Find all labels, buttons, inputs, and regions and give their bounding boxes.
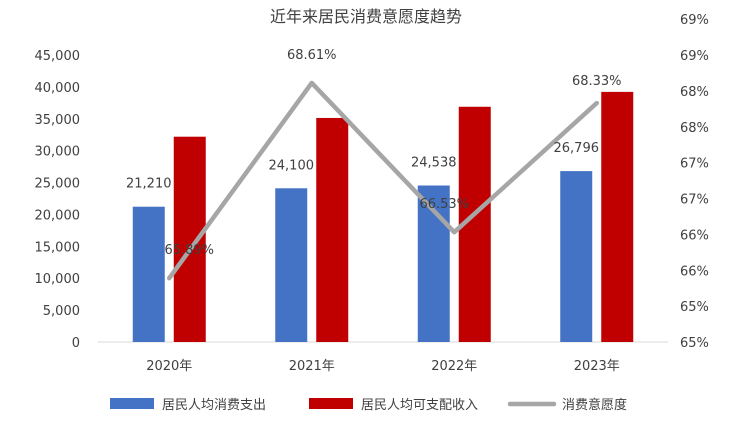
consumption-willingness-line: [167, 80, 599, 281]
left-tick-label: 35,000: [35, 113, 81, 128]
left-tick-label: 40,000: [35, 81, 81, 96]
right-tick-label: 65%: [680, 336, 709, 351]
category-label: 2023年: [574, 359, 620, 374]
left-tick-label: 45,000: [35, 49, 81, 64]
right-tick-label: 66%: [680, 228, 709, 243]
category-label: 2022年: [431, 359, 477, 374]
legend-label: 消费意愿度: [562, 397, 627, 413]
left-tick-label: 5,000: [43, 304, 80, 319]
legend-label: 居民人均可支配收入: [361, 398, 478, 413]
right-tick-label: 69%: [680, 13, 709, 28]
line-data-label: 65.89%: [164, 243, 214, 258]
left-tick-label: 25,000: [35, 177, 81, 192]
legend-swatch: [110, 398, 154, 409]
bar-data-label: 21,210: [126, 177, 172, 192]
bar-expenditure: [275, 188, 308, 342]
bar-data-label: 26,796: [554, 141, 600, 156]
right-tick-label: 69%: [680, 49, 709, 64]
bar-data-label: 24,538: [411, 156, 457, 171]
bars: [132, 91, 634, 342]
bar-income: [316, 117, 349, 342]
legend-swatch: [309, 398, 353, 409]
left-tick-label: 20,000: [35, 208, 81, 223]
right-tick-label: 68%: [680, 85, 709, 100]
data-labels: 21,210 24,100 24,538 26,796 65.89% 68.61% 66.5…: [126, 48, 622, 258]
line-data-label: 66.53%: [419, 197, 469, 212]
line-data-label: 68.61%: [287, 48, 337, 63]
x-axis: 2020年 2021年 2022年 2023年: [146, 359, 620, 374]
line-data-label: 68.33%: [572, 74, 622, 89]
right-tick-label: 65%: [680, 300, 709, 315]
right-tick-label: 66%: [680, 264, 709, 279]
bar-data-label: 24,100: [269, 158, 315, 173]
bar-income: [173, 136, 206, 342]
legend: 居民人均消费支出 居民人均可支配收入 消费意愿度: [110, 397, 627, 413]
left-tick-label: 15,000: [35, 240, 81, 255]
category-label: 2021年: [289, 359, 335, 374]
right-tick-label: 68%: [680, 121, 709, 136]
right-axis: 65% 65% 66% 66% 67% 67% 68% 68% 69% 69%: [680, 13, 709, 351]
right-tick-label: 67%: [680, 157, 709, 172]
right-tick-label: 67%: [680, 193, 709, 208]
category-label: 2020年: [146, 359, 192, 374]
left-tick-label: 30,000: [35, 145, 81, 160]
chart-title: 近年来居民消费意愿度趋势: [270, 7, 462, 26]
left-tick-label: 0: [72, 336, 80, 351]
bar-expenditure: [560, 171, 593, 342]
line-series: [167, 80, 599, 281]
left-axis: 0 5,000 10,000 15,000 20,000 25,000 30,000 35,0…: [35, 49, 81, 351]
bar-expenditure: [132, 206, 165, 342]
legend-label: 居民人均消费支出: [162, 398, 266, 413]
bar-income: [601, 91, 634, 342]
left-tick-label: 10,000: [35, 272, 81, 287]
